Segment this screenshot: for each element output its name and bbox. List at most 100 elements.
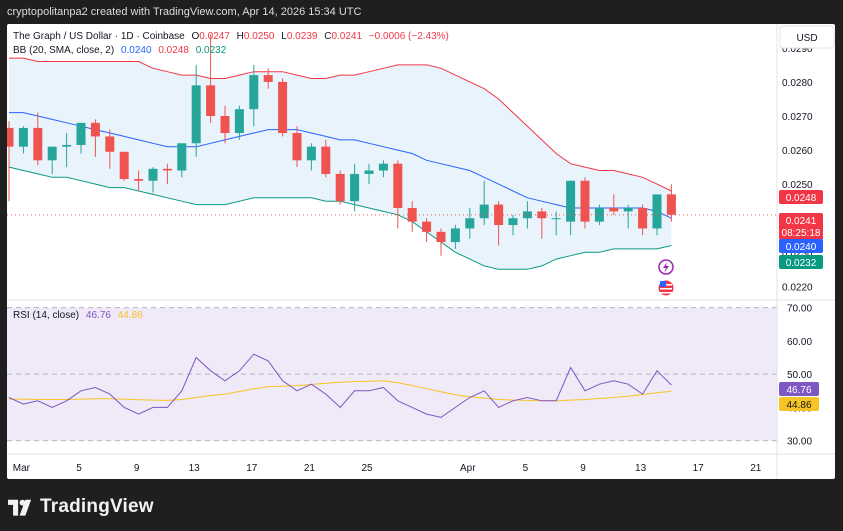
- legend-low-value: 0.0239: [287, 31, 318, 42]
- candle-body[interactable]: [18, 127, 28, 147]
- legend-bb-upper: 0.0248: [158, 45, 189, 56]
- candle-body[interactable]: [47, 146, 57, 161]
- rsi-legend-ma: 44.86: [118, 310, 143, 321]
- price-tick-label: 0.0290: [782, 44, 813, 55]
- candle-body[interactable]: [609, 208, 619, 212]
- time-axis[interactable]: Mar 5 9 13 17 21 25 Apr 5 9 13 17 21: [13, 463, 762, 474]
- rsi-line: [8, 353, 672, 418]
- candle-body[interactable]: [623, 208, 633, 212]
- candle-body[interactable]: [436, 231, 446, 243]
- bollinger-upper-line: [9, 57, 672, 192]
- time-tick-label: Apr: [460, 463, 476, 474]
- candle-body[interactable]: [465, 218, 475, 229]
- time-tick-label: 17: [693, 463, 705, 474]
- candle-body[interactable]: [407, 208, 417, 222]
- candle-body[interactable]: [321, 146, 331, 174]
- time-tick-label: 5: [76, 463, 82, 474]
- candle-body[interactable]: [76, 122, 86, 145]
- rsi-legend-value: 46.76: [86, 310, 111, 321]
- chart-panel: 0.02900.02800.02700.02600.02500.02400.02…: [7, 24, 835, 479]
- candle-body[interactable]: [220, 116, 230, 134]
- legend-open-label: O: [192, 31, 200, 42]
- candle-body[interactable]: [494, 204, 504, 226]
- candle-body[interactable]: [335, 173, 345, 202]
- top-bar: cryptopolitanpa2 created with TradingVie…: [0, 0, 843, 24]
- candle-body[interactable]: [249, 75, 259, 110]
- price-tick-label: 0.0270: [782, 112, 813, 123]
- candle-body[interactable]: [278, 81, 288, 134]
- badge-last-text: 0.0241: [786, 216, 817, 227]
- candle-body[interactable]: [508, 218, 518, 226]
- legend-row-1: The Graph / US Dollar · 1D · Coinbase O0…: [13, 31, 449, 42]
- time-tick-label: 9: [580, 463, 586, 474]
- candle-body[interactable]: [652, 194, 662, 229]
- candle-body[interactable]: [350, 173, 360, 202]
- time-tick-label: 5: [523, 463, 529, 474]
- rsi-legend: RSI (14, close) 46.76 44.86: [13, 310, 143, 321]
- price-tick-label: 0.0250: [782, 180, 813, 191]
- candle-body[interactable]: [62, 144, 72, 147]
- rsi-ma-badge: 44.86: [779, 397, 819, 411]
- price-tick-label: 0.0230: [782, 248, 813, 259]
- candle-body[interactable]: [177, 143, 187, 171]
- candle-body[interactable]: [364, 170, 374, 174]
- time-tick-label: 13: [189, 463, 201, 474]
- badge-lower-text: 0.0232: [786, 258, 817, 269]
- candle-body[interactable]: [306, 146, 316, 161]
- currency-button[interactable]: USD: [779, 25, 835, 49]
- tradingview-logo-icon: [8, 499, 32, 516]
- badge-countdown-text: 08:25:18: [782, 228, 821, 239]
- lightning-icon[interactable]: [658, 259, 674, 275]
- footer: TradingView: [8, 494, 154, 520]
- currency-label: USD: [796, 33, 817, 44]
- legend-high-value: 0.0250: [244, 31, 275, 42]
- rsi-tick-label: 50.00: [787, 370, 812, 381]
- candle-body[interactable]: [666, 194, 676, 215]
- candle-body[interactable]: [134, 179, 144, 181]
- time-tick-label: Mar: [13, 463, 31, 474]
- candle-body[interactable]: [422, 221, 432, 232]
- candle-body[interactable]: [234, 109, 244, 134]
- legend-close-label: C: [324, 31, 331, 42]
- candle-body[interactable]: [119, 151, 129, 180]
- candle-body[interactable]: [638, 208, 648, 229]
- rsi-badge: 46.76: [779, 382, 819, 396]
- time-tick-label: 17: [246, 463, 258, 474]
- rsi-ma-line: [9, 380, 672, 402]
- candle-body[interactable]: [105, 136, 115, 152]
- time-tick-label: 21: [304, 463, 316, 474]
- candle-body[interactable]: [479, 204, 489, 219]
- candle-body[interactable]: [378, 163, 388, 171]
- us-flag-icon[interactable]: [658, 280, 674, 296]
- candle-body[interactable]: [263, 75, 273, 82]
- candle-body[interactable]: [450, 228, 460, 243]
- chart-svg[interactable]: 0.02900.02800.02700.02600.02500.02400.02…: [7, 24, 835, 479]
- rsi-band-fill: [7, 307, 777, 441]
- price-tick-label: 0.0280: [782, 78, 813, 89]
- candle-body[interactable]: [566, 180, 576, 222]
- candle-body[interactable]: [292, 133, 302, 161]
- candle-body[interactable]: [90, 122, 100, 137]
- candle-body[interactable]: [537, 211, 547, 219]
- rsi-tick-label: 30.00: [787, 437, 812, 448]
- legend-bb-basis: 0.0240: [121, 45, 152, 56]
- price-tick-label: 0.0220: [782, 282, 813, 293]
- candle-body[interactable]: [33, 127, 43, 161]
- chart-credit: cryptopolitanpa2 created with TradingVie…: [7, 6, 362, 18]
- legend-open-value: 0.0247: [199, 31, 230, 42]
- candle-body[interactable]: [206, 85, 216, 116]
- candle-body[interactable]: [580, 180, 590, 222]
- candle-body[interactable]: [148, 168, 158, 181]
- legend-symbol: The Graph / US Dollar · 1D · Coinbase: [13, 31, 185, 42]
- badge-upper: 0.0248: [779, 190, 823, 204]
- candle-body[interactable]: [551, 218, 561, 220]
- candle-body[interactable]: [393, 163, 403, 208]
- rsi-legend-label: RSI (14, close): [13, 310, 79, 321]
- candle-body[interactable]: [7, 127, 14, 147]
- candle-body[interactable]: [162, 168, 172, 171]
- candle-body[interactable]: [191, 85, 201, 144]
- time-tick-label: 9: [134, 463, 140, 474]
- time-tick-label: 21: [750, 463, 762, 474]
- time-tick-label: 13: [635, 463, 647, 474]
